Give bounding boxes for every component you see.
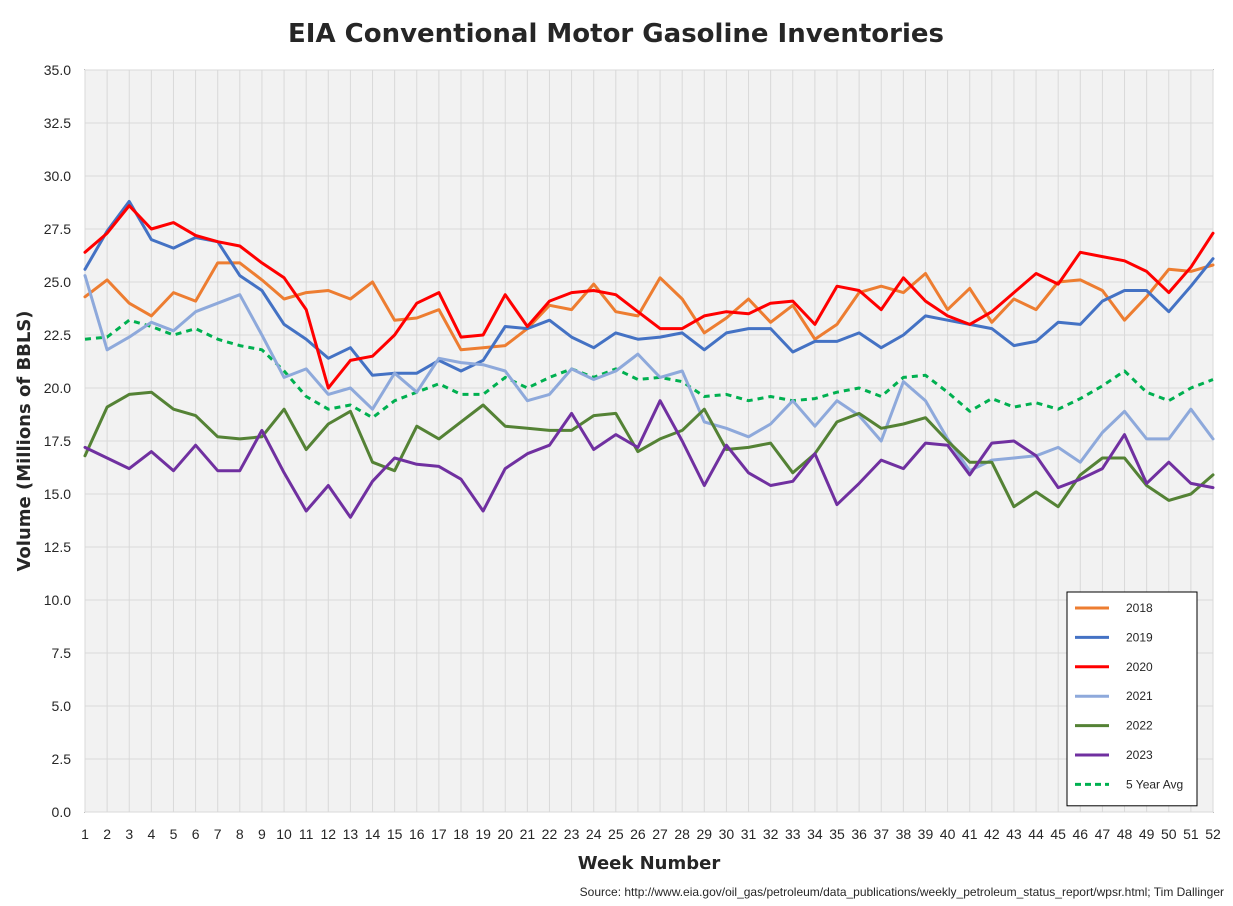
legend-label: 2019 <box>1126 630 1153 644</box>
y-tick-label: 2.5 <box>52 751 72 767</box>
x-tick-label: 18 <box>453 826 469 842</box>
x-tick-label: 35 <box>829 826 845 842</box>
x-tick-label: 52 <box>1205 826 1221 842</box>
series-line <box>83 390 1215 509</box>
x-tick-label: 4 <box>147 826 155 842</box>
series-line <box>83 274 1215 473</box>
x-tick-label: 45 <box>1050 826 1066 842</box>
x-tick-label: 40 <box>940 826 956 842</box>
x-tick-label: 41 <box>962 826 978 842</box>
x-tick-label: 50 <box>1161 826 1177 842</box>
x-tick-label: 30 <box>719 826 735 842</box>
x-tick-label: 38 <box>896 826 912 842</box>
x-tick-label: 34 <box>807 826 823 842</box>
x-tick-label: 49 <box>1139 826 1155 842</box>
y-tick-label: 10.0 <box>44 592 71 608</box>
x-tick-label: 48 <box>1117 826 1133 842</box>
x-tick-label: 9 <box>258 826 266 842</box>
x-tick-label: 31 <box>741 826 757 842</box>
legend-label: 2023 <box>1126 748 1153 762</box>
y-tick-label: 15.0 <box>44 486 71 502</box>
x-tick-label: 23 <box>564 826 580 842</box>
x-tick-label: 12 <box>321 826 337 842</box>
y-tick-label: 22.5 <box>44 327 71 343</box>
x-tick-label: 26 <box>630 826 646 842</box>
x-tick-label: 14 <box>365 826 381 842</box>
x-tick-label: 11 <box>299 826 314 842</box>
x-tick-label: 16 <box>409 826 425 842</box>
series-line <box>83 261 1215 352</box>
x-tick-label: 17 <box>431 826 447 842</box>
x-tick-labels: 1 2 3 4 5 6 7 8 9 10 11 12 13 14 15 16 17 18 19 20 21 22 23 24 2… <box>81 826 1221 842</box>
x-tick-label: 1 <box>81 826 89 842</box>
legend-label: 2021 <box>1126 689 1153 703</box>
y-tick-label: 35.0 <box>44 62 71 78</box>
legend-box <box>1066 591 1198 807</box>
x-tick-label: 27 <box>652 826 668 842</box>
x-tick-label: 46 <box>1073 826 1089 842</box>
x-tick-label: 51 <box>1183 826 1199 842</box>
x-tick-label: 39 <box>918 826 934 842</box>
source-note: Source: http://www.eia.gov/oil_gas/petro… <box>580 885 1224 899</box>
x-tick-label: 42 <box>984 826 1000 842</box>
x-tick-label: 10 <box>276 826 292 842</box>
series-line <box>83 199 1215 377</box>
series-line <box>83 204 1215 390</box>
x-tick-label: 22 <box>542 826 558 842</box>
x-tick-label: 20 <box>497 826 513 842</box>
y-tick-label: 12.5 <box>44 539 71 555</box>
y-tick-label: 25.0 <box>44 274 71 290</box>
x-tick-label: 43 <box>1006 826 1022 842</box>
y-tick-label: 20.0 <box>44 380 71 396</box>
y-tick-label: 32.5 <box>44 115 71 131</box>
legend-label: 2022 <box>1126 719 1153 733</box>
x-tick-label: 33 <box>785 826 801 842</box>
y-tick-label: 5.0 <box>52 698 72 714</box>
x-tick-label: 8 <box>236 826 244 842</box>
series-lines <box>83 199 1215 519</box>
y-tick-label: 0.0 <box>52 804 72 820</box>
x-tick-label: 32 <box>763 826 779 842</box>
legend-label: 5 Year Avg <box>1126 777 1183 791</box>
x-tick-label: 7 <box>214 826 222 842</box>
x-tick-label: 47 <box>1095 826 1111 842</box>
gridlines <box>84 69 1214 813</box>
y-tick-label: 7.5 <box>52 645 72 661</box>
x-tick-label: 25 <box>608 826 624 842</box>
x-tick-label: 5 <box>170 826 178 842</box>
legend-label: 2018 <box>1126 601 1153 615</box>
x-tick-label: 19 <box>475 826 491 842</box>
x-axis-label: Week Number <box>578 853 721 874</box>
y-tick-label: 17.5 <box>44 433 71 449</box>
x-tick-label: 21 <box>520 826 536 842</box>
y-tick-label: 27.5 <box>44 221 71 237</box>
y-tick-label: 30.0 <box>44 168 71 184</box>
chart-title: EIA Conventional Motor Gasoline Inventor… <box>288 19 944 49</box>
legend-label: 2020 <box>1126 660 1153 674</box>
x-tick-label: 37 <box>873 826 889 842</box>
y-tick-labels: 0.0 2.5 5.0 7.5 10.0 12.5 15.0 17.5 20.0 22.5 25.0… <box>44 62 71 820</box>
x-tick-label: 6 <box>192 826 200 842</box>
x-tick-label: 2 <box>103 826 111 842</box>
x-tick-label: 29 <box>697 826 713 842</box>
x-tick-label: 3 <box>125 826 133 842</box>
x-tick-label: 13 <box>343 826 359 842</box>
x-tick-label: 28 <box>674 826 690 842</box>
x-tick-label: 15 <box>387 826 403 842</box>
x-tick-label: 36 <box>851 826 867 842</box>
x-tick-label: 24 <box>586 826 602 842</box>
legend: 2018 2019 2020 2021 2022 2023 5 Year Avg <box>1066 591 1198 807</box>
y-axis-label: Volume (Millions of BBLS) <box>14 310 35 571</box>
series-line <box>83 399 1215 519</box>
x-tick-label: 44 <box>1028 826 1044 842</box>
